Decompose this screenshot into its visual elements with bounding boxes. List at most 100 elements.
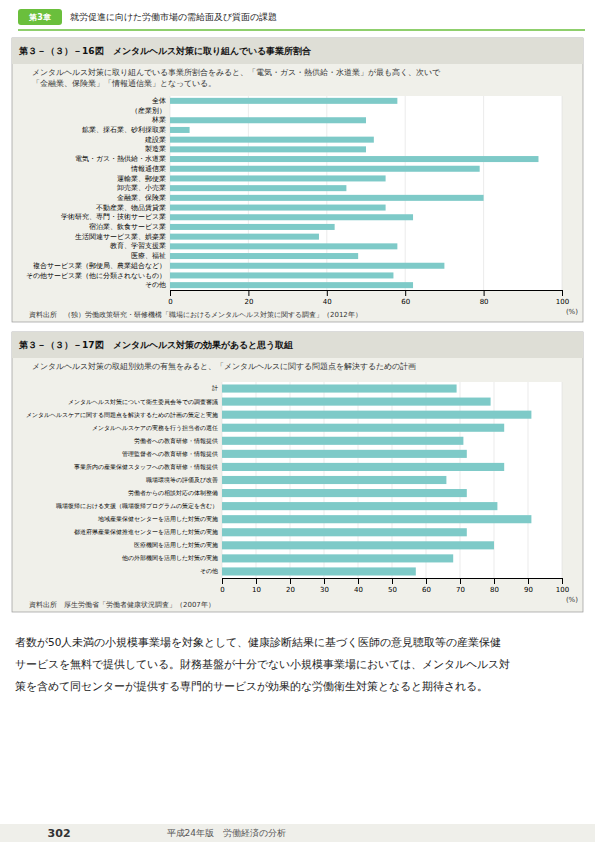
- x-tick-mark: [327, 290, 328, 296]
- x-tick: 70: [456, 578, 465, 594]
- x-tick: 80: [480, 290, 489, 306]
- y-tick-label: 労働者からの相談対応の体制整備: [128, 489, 218, 496]
- x-tick-mark: [170, 290, 171, 296]
- bar: [222, 450, 467, 458]
- bar: [222, 528, 467, 536]
- y-tick-label: （産業別）: [131, 107, 166, 115]
- y-tick: 卸売業、小売業: [117, 184, 170, 192]
- bar: [170, 224, 335, 230]
- x-tick-label: 0: [168, 298, 172, 306]
- panel-background: [12, 38, 583, 322]
- x-tick-label: 90: [524, 586, 533, 594]
- y-tick-label: 労働者への教育研修・情報提供: [134, 437, 218, 444]
- y-tick-label: メンタルヘルスケアに関する問題点を解決するための計画の策定と実施: [26, 411, 218, 419]
- y-tick: 労働者からの相談対応の体制整備: [128, 489, 222, 496]
- footer-line: サービスを無料で提供している。財務基盤が十分でない小規模事業場においては、メンタ…: [15, 658, 510, 670]
- x-axis-title: (%): [566, 596, 578, 604]
- subtitle-line: 「金融業、保険業」「情報通信業」となっている。: [32, 79, 216, 88]
- bar: [170, 272, 393, 278]
- y-tick: その他サービス業（他に分類されないもの）: [26, 272, 170, 280]
- x-tick: 40: [354, 578, 363, 594]
- x-tick-mark: [562, 578, 563, 584]
- y-tick: 労働者への教育研修・情報提供: [134, 437, 222, 444]
- y-tick-label: 他の外部機関を活用した対策の実施: [122, 554, 218, 561]
- bars: [222, 384, 531, 575]
- chart-title: 第３－（３）－17図 メンタルヘルス対策の効果があると思う取組: [18, 340, 293, 350]
- y-tick: 電気・ガス・熱供給・水道業: [75, 155, 170, 163]
- bar: [222, 463, 504, 471]
- x-tick-label: 70: [456, 586, 465, 594]
- y-tick-label: 事業所内の産業保健スタッフへの教育研修・情報提供: [74, 463, 218, 470]
- bar: [222, 567, 416, 575]
- y-tick: 宿泊業、飲食サービス業: [89, 223, 170, 231]
- grid: [222, 382, 562, 578]
- x-tick-label: 10: [252, 586, 261, 594]
- x-tick-mark: [484, 290, 485, 296]
- x-tick-mark: [426, 578, 427, 584]
- x-tick-label: 60: [422, 586, 431, 594]
- y-tick-label: 職場環境等の評価及び改善: [146, 476, 218, 483]
- bar: [170, 127, 190, 133]
- x-tick-label: 30: [320, 586, 329, 594]
- y-tick: 職場復帰における支援（職場復帰プログラムの策定を含む）: [56, 502, 222, 510]
- x-tick: 90: [524, 578, 533, 594]
- y-tick: メンタルヘルスケアに関する問題点を解決するための計画の策定と実施: [26, 411, 222, 419]
- x-tick-label: 100: [556, 586, 569, 594]
- y-tick-label: 生活関連サービス業、娯楽業: [75, 233, 166, 241]
- y-tick: その他: [145, 281, 170, 289]
- chart-subtitle: メンタルヘルス対策の取組別効果の有無をみると、「メンタルヘルスに関する問題点を解…: [32, 362, 416, 371]
- grid-line: [248, 96, 249, 290]
- bar: [170, 156, 538, 162]
- bar: [222, 437, 463, 445]
- grid-line: [170, 96, 171, 290]
- x-tick-mark: [358, 578, 359, 584]
- chart-subtitle: メンタルヘルス対策に取り組んでいる事業所割合をみると、「電気・ガス・熱供給・水道…: [32, 68, 441, 88]
- x-tick: 80: [490, 578, 499, 594]
- y-tick-label: 医療、福祉: [131, 252, 166, 260]
- y-tick-label: 卸売業、小売業: [117, 184, 166, 192]
- y-tick: 他の外部機関を活用した対策の実施: [122, 554, 222, 561]
- y-tick-label: 不動産業、物品賃貸業: [96, 204, 166, 212]
- bar: [170, 98, 397, 104]
- y-tick-label: メンタルヘルスケアの実務を行う担当者の選任: [92, 424, 218, 432]
- y-tick-label: その他: [200, 567, 218, 575]
- header-rule: [18, 29, 585, 31]
- x-axis-line: [171, 290, 563, 291]
- y-tick-label: 職場復帰における支援（職場復帰プログラムの策定を含む）: [56, 502, 218, 510]
- x-tick-label: 40: [323, 298, 332, 306]
- y-tick-label: 複合サービス業（郵便局、農業組合など）: [33, 262, 166, 270]
- x-axis: 0102030405060708090100: [220, 578, 569, 594]
- chart-title: 第３－（３）－16図 メンタルヘルス対策に取り組んでいる事業所割合: [18, 46, 312, 56]
- y-tick: メンタルヘルスケアの実務を行う担当者の選任: [92, 424, 222, 432]
- y-tick: （産業別）: [131, 107, 170, 115]
- x-tick-mark: [562, 290, 563, 296]
- bar: [222, 476, 446, 484]
- chart-source: 資料出所 厚生労働省「労働者健康状況調査」（2007年）: [29, 601, 215, 609]
- x-tick: 100: [556, 290, 569, 306]
- y-tick-label: 建設業: [144, 136, 166, 144]
- y-tick: 事業所内の産業保健スタッフへの教育研修・情報提供: [74, 463, 222, 470]
- plot-background: [222, 382, 562, 578]
- bar: [170, 205, 386, 211]
- y-tick-label: 医療機関を活用した対策の実施: [134, 541, 218, 548]
- page-number: 302: [48, 827, 71, 840]
- x-tick: 30: [320, 578, 329, 594]
- bar: [222, 489, 467, 497]
- bar: [170, 234, 319, 240]
- y-tick: 鉱業、採石業、砂利採取業: [82, 126, 170, 134]
- y-tick: 運輸業、郵便業: [117, 175, 170, 183]
- x-tick: 20: [244, 290, 253, 306]
- y-tick: 複合サービス業（郵便局、農業組合など）: [33, 262, 170, 270]
- x-axis: 020406080100: [168, 290, 569, 306]
- y-tick: 都道府県産業保健推進センターを活用した対策の実施: [74, 528, 222, 535]
- grid: [170, 96, 562, 290]
- chart-source: 資料出所 （独）労働政策研究・研修機構「職場におけるメンタルヘルス対策に関する調…: [29, 311, 362, 319]
- bar: [170, 185, 346, 191]
- bar: [170, 166, 480, 172]
- panel-background: [12, 332, 583, 612]
- y-tick: 職場環境等の評価及び改善: [146, 476, 222, 483]
- bars: [170, 98, 538, 288]
- page-title: 就労促進に向けた労働市場の需給面及び質面の課題: [70, 12, 277, 22]
- bar: [222, 554, 453, 562]
- x-tick-mark: [256, 578, 257, 584]
